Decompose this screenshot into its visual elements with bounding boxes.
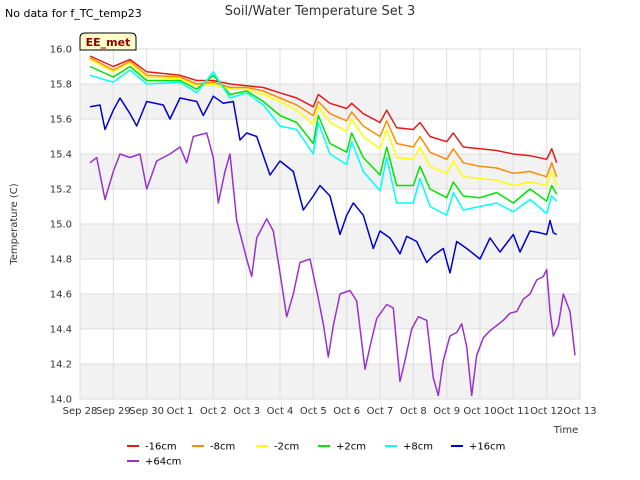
x-tick-label: Sep 30 <box>129 406 164 417</box>
gridlines <box>79 48 581 400</box>
background-band <box>80 294 580 329</box>
x-tick-label: Sep 29 <box>96 406 131 417</box>
y-tick-label: 15.0 <box>50 220 72 231</box>
series-line-8cm <box>89 69 558 216</box>
legend-label: -16cm <box>145 442 177 453</box>
legend-item: -16cm <box>127 442 177 453</box>
x-tick-label: Oct 3 <box>233 406 260 417</box>
x-tick-label: Oct 7 <box>367 406 394 417</box>
data-series <box>89 55 576 397</box>
legend-item: +16cm <box>451 442 505 453</box>
background-band <box>80 154 580 189</box>
y-tick-label: 15.6 <box>50 115 72 126</box>
legend-item: -8cm <box>192 442 235 453</box>
x-tick-label: Oct 9 <box>433 406 460 417</box>
x-tick-label: Oct 6 <box>333 406 360 417</box>
y-tick-label: 16.0 <box>50 45 72 56</box>
x-tick-label: Oct 11 <box>497 406 530 417</box>
x-tick-label: Oct 1 <box>167 406 194 417</box>
y-axis-label: Temperature (C) <box>9 183 20 265</box>
legend-label: +64cm <box>145 457 181 468</box>
legend-item: +8cm <box>385 442 433 453</box>
series-line-2cm <box>89 58 558 187</box>
series-line-16cm <box>89 95 558 274</box>
x-tick-label: Sep 28 <box>63 406 98 417</box>
y-tick-label: 14.4 <box>50 325 72 336</box>
x-tick-label: Oct 13 <box>563 406 596 417</box>
chart-title: Soil/Water Temperature Set 3 <box>225 4 416 19</box>
y-tick-label: 15.8 <box>50 80 72 91</box>
x-tick-label: Oct 12 <box>530 406 563 417</box>
legend-label: -8cm <box>210 442 235 453</box>
x-tick-label: Oct 2 <box>200 406 227 417</box>
series-line-64cm <box>89 132 576 397</box>
badge-label: EE_met <box>86 36 131 49</box>
y-tick-label: 15.4 <box>50 150 72 161</box>
no-data-message: No data for f_TC_temp23 <box>5 7 142 20</box>
ee-met-badge: EE_met <box>79 32 137 51</box>
y-tick-label: 14.8 <box>50 255 72 266</box>
y-tick-label: 14.2 <box>50 360 72 371</box>
series-line-16cm <box>89 55 558 164</box>
x-tick-label: Oct 10 <box>463 406 496 417</box>
legend-label: +8cm <box>403 442 433 453</box>
x-tick-label: Oct 4 <box>267 406 294 417</box>
legend: -16cm -8cm -2cm +2cm +8cm +16cm +64cm <box>127 442 505 468</box>
legend-item: +2cm <box>318 442 366 453</box>
y-tick-label: 15.2 <box>50 185 72 196</box>
legend-item: +64cm <box>127 457 181 468</box>
legend-label: +2cm <box>336 442 366 453</box>
legend-item: -2cm <box>256 442 299 453</box>
y-tick-label: 14.0 <box>50 395 72 406</box>
x-tick-label: Oct 5 <box>300 406 327 417</box>
legend-label: -2cm <box>274 442 299 453</box>
x-tick-label: Oct 8 <box>400 406 427 417</box>
y-tick-label: 14.6 <box>50 290 72 301</box>
legend-label: +16cm <box>469 442 505 453</box>
y-axis-ticks: 14.0 14.2 14.4 14.6 14.8 15.0 15.2 15.4 15.6 15.8… <box>50 45 72 406</box>
background-band <box>80 364 580 399</box>
x-axis-label: Time <box>553 425 578 436</box>
background-band <box>80 224 580 259</box>
